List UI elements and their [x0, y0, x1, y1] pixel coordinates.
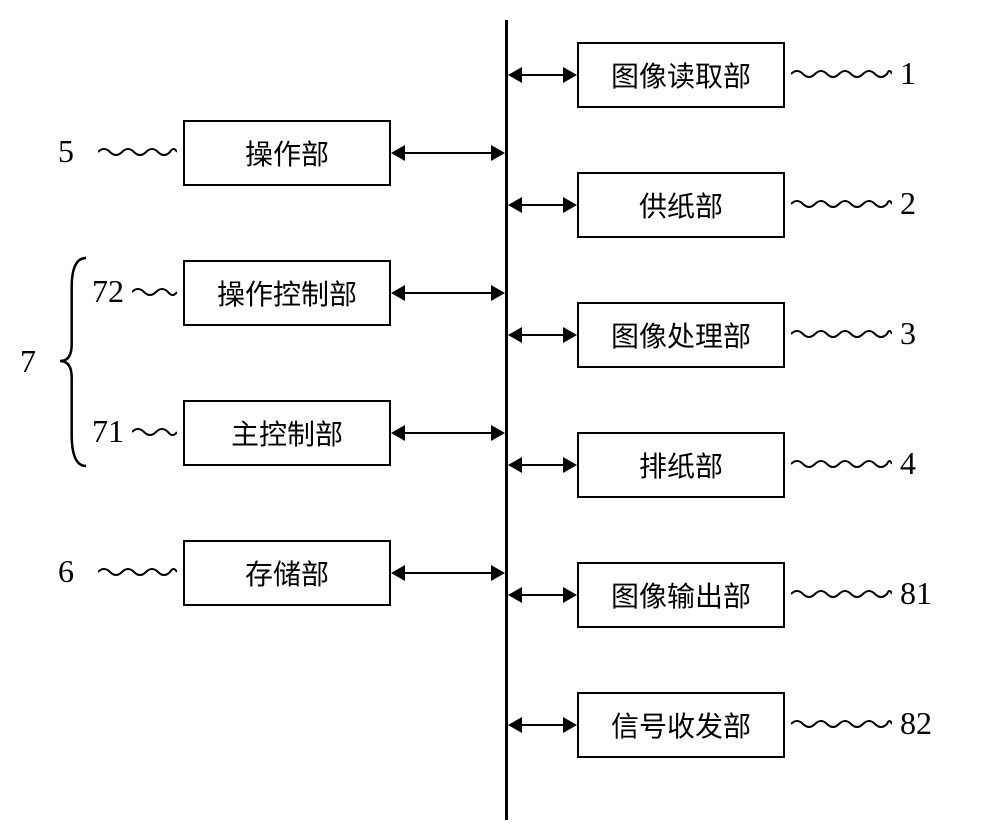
block-l5: 操作部 [183, 120, 391, 186]
arrow-r2-line [522, 204, 563, 206]
block-r6-label: 信号收发部 [611, 705, 751, 745]
arrow-r4-head-left [508, 457, 522, 473]
arrow-l5-head-left [391, 145, 405, 161]
leader-r1 [791, 68, 892, 82]
arrow-l6-head-right [491, 565, 505, 581]
block-r5-label: 图像输出部 [611, 575, 751, 615]
block-r3: 图像处理部 [577, 302, 785, 368]
ref-l71: 71 [92, 413, 124, 450]
arrow-r6-line [522, 724, 563, 726]
system-bus-line [505, 20, 508, 820]
block-r1: 图像读取部 [577, 42, 785, 108]
block-l6: 存储部 [183, 540, 391, 606]
arrow-l72-head-left [391, 285, 405, 301]
arrow-r1-line [522, 74, 563, 76]
leader-l6 [98, 566, 177, 580]
block-l72: 操作控制部 [183, 260, 391, 326]
arrow-r6-head-right [563, 717, 577, 733]
block-r3-label: 图像处理部 [611, 315, 751, 355]
brace-group-7 [60, 256, 90, 470]
block-r2-label: 供纸部 [639, 185, 723, 225]
arrow-r5-head-left [508, 587, 522, 603]
block-l6-label: 存储部 [245, 553, 329, 593]
arrow-l6-line [405, 572, 491, 574]
block-l5-label: 操作部 [245, 133, 329, 173]
arrow-l72-line [405, 292, 491, 294]
arrow-r2-head-right [563, 197, 577, 213]
block-r5: 图像输出部 [577, 562, 785, 628]
arrow-r4-head-right [563, 457, 577, 473]
block-l71: 主控制部 [183, 400, 391, 466]
leader-r5 [791, 588, 892, 602]
block-r1-label: 图像读取部 [611, 55, 751, 95]
arrow-r3-head-right [563, 327, 577, 343]
block-l72-label: 操作控制部 [217, 273, 357, 313]
ref-r3: 3 [900, 315, 916, 352]
arrow-l6-head-left [391, 565, 405, 581]
leader-r3 [791, 328, 892, 342]
ref-r6: 82 [900, 705, 932, 742]
arrow-r2-head-left [508, 197, 522, 213]
arrow-r6-head-left [508, 717, 522, 733]
ref-r5: 81 [900, 575, 932, 612]
ref-l6: 6 [58, 553, 74, 590]
arrow-l71-head-left [391, 425, 405, 441]
arrow-r4-line [522, 464, 563, 466]
block-r6: 信号收发部 [577, 692, 785, 758]
arrow-l72-head-right [491, 285, 505, 301]
diagram-canvas: 图像读取部 1 供纸部 2 图像处理部 3 排纸部 4 图像输出部 81 信号收发部 82 操作部 5 操作… [0, 0, 1000, 833]
arrow-r1-head-left [508, 67, 522, 83]
leader-r2 [791, 198, 892, 212]
block-r4-label: 排纸部 [639, 445, 723, 485]
arrow-r1-head-right [563, 67, 577, 83]
arrow-l71-head-right [491, 425, 505, 441]
block-l71-label: 主控制部 [231, 413, 343, 453]
arrow-r5-head-right [563, 587, 577, 603]
block-r4: 排纸部 [577, 432, 785, 498]
block-r2: 供纸部 [577, 172, 785, 238]
ref-r1: 1 [900, 55, 916, 92]
arrow-l5-line [405, 152, 491, 154]
arrow-r5-line [522, 594, 563, 596]
leader-l5 [98, 146, 177, 160]
leader-l71 [132, 426, 177, 440]
leader-l72 [132, 286, 177, 300]
leader-r4 [791, 458, 892, 472]
ref-l5: 5 [58, 133, 74, 170]
arrow-l5-head-right [491, 145, 505, 161]
ref-r4: 4 [900, 445, 916, 482]
ref-r2: 2 [900, 185, 916, 222]
ref-group-7: 7 [20, 343, 36, 380]
leader-r6 [791, 718, 892, 732]
arrow-r3-line [522, 334, 563, 336]
ref-l72: 72 [92, 273, 124, 310]
arrow-r3-head-left [508, 327, 522, 343]
arrow-l71-line [405, 432, 491, 434]
